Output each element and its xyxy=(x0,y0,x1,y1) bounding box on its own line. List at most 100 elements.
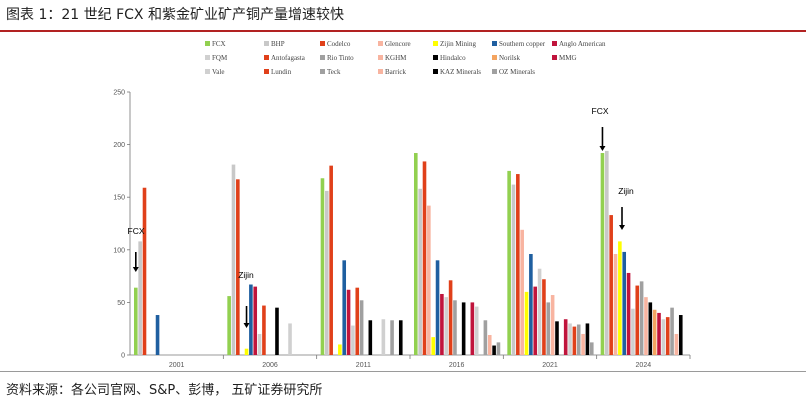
bar-lundin-2024 xyxy=(665,317,670,355)
bar-rio-tinto-2016 xyxy=(453,300,457,355)
bar-fqm-2011 xyxy=(351,325,355,355)
y-tick-label: 100 xyxy=(113,247,125,254)
legend-label-kaz-minerals: KAZ Minerals xyxy=(440,68,481,76)
annotation-zijin-2024-arrow-head xyxy=(619,225,625,230)
bar-teck-2024 xyxy=(670,307,674,355)
y-tick-label: 0 xyxy=(121,353,125,360)
bar-anglo-american-2024 xyxy=(626,272,631,355)
legend-label-mmg: MMG xyxy=(559,54,577,62)
bar-series xyxy=(134,150,683,355)
legend-label-fcx: FCX xyxy=(212,40,226,48)
legend-swatch-oz-minerals xyxy=(492,69,497,74)
legend-swatch-anglo-american xyxy=(552,41,557,46)
bar-mmg-2021 xyxy=(563,319,568,355)
legend-label-barrick: Barrick xyxy=(385,68,406,76)
bar-southern-copper-2024 xyxy=(622,251,627,355)
bar-fqm-2021 xyxy=(537,268,542,355)
legend-swatch-norilsk xyxy=(492,55,497,60)
legend-label-norilsk: Norilsk xyxy=(499,54,521,62)
legend-swatch-hindalco xyxy=(433,55,438,60)
legend-swatch-rio-tinto xyxy=(320,55,325,60)
bar-codelco-2024 xyxy=(609,215,613,355)
bar-fcx-2011 xyxy=(320,178,325,355)
bar-rio-tinto-2021 xyxy=(546,302,551,355)
footer-divider xyxy=(0,371,806,372)
legend-swatch-glencore xyxy=(378,41,383,46)
bar-hindalco-2021 xyxy=(555,321,559,355)
x-tick-label: 2021 xyxy=(542,362,558,369)
bar-codelco-2006 xyxy=(236,179,240,355)
chart-annotations: FCX Zijin FCX Zijin xyxy=(128,106,634,328)
legend-label-zijin-mining: Zijin Mining xyxy=(440,40,476,48)
chart-title: 图表 1：21 世纪 FCX 和紫金矿业矿产铜产量增速较快 xyxy=(6,7,344,23)
legend-label-codelco: Codelco xyxy=(327,40,351,48)
legend-swatch-fqm xyxy=(205,55,210,60)
bar-kghm-2024 xyxy=(644,297,648,355)
bar-anglo-american-2011 xyxy=(346,289,351,355)
bar-norilsk-2024 xyxy=(652,309,657,355)
bar-anglo-american-2021 xyxy=(533,286,538,355)
annotation-fcx-2024: FCX xyxy=(592,106,609,116)
bar-fcx-2006 xyxy=(227,296,231,355)
legend-label-antofagasta: Antofagasta xyxy=(271,54,306,62)
bar-southern-copper-2016 xyxy=(435,260,440,355)
bar-vale-2011 xyxy=(381,319,386,355)
legend-swatch-southern-copper xyxy=(492,41,497,46)
legend-label-oz-minerals: OZ Minerals xyxy=(499,68,535,76)
legend-swatch-barrick xyxy=(378,69,383,74)
bar-bhp-2011 xyxy=(325,190,329,355)
annotation-fcx-2001: FCX xyxy=(128,226,145,236)
bar-mmg-2024 xyxy=(657,312,661,355)
bar-oz-minerals-2021 xyxy=(589,342,594,355)
bar-zijin-mining-2024 xyxy=(618,241,622,355)
bar-antofagasta-2024 xyxy=(635,285,640,355)
bar-bhp-2001 xyxy=(138,241,142,355)
bar-hindalco-2024 xyxy=(648,302,653,355)
legend-label-teck: Teck xyxy=(327,68,341,76)
bar-rio-tinto-2011 xyxy=(359,300,364,355)
y-tick-label: 150 xyxy=(113,195,125,202)
bar-kaz-minerals-2011 xyxy=(398,320,403,355)
bar-barrick-2016 xyxy=(487,335,492,355)
bar-zijin-mining-2006 xyxy=(244,348,249,355)
x-axis: 2001 2006 2011 2016 2021 2024 xyxy=(130,354,691,369)
bar-fqm-2006 xyxy=(257,333,262,355)
source-note: 资料来源：各公司官网、S&P、彭博， 五矿证券研究所 xyxy=(6,383,323,398)
bar-hindalco-2011 xyxy=(368,320,373,355)
legend-label-glencore: Glencore xyxy=(385,40,411,48)
bar-barrick-2021 xyxy=(581,333,585,355)
bar-mmg-2016 xyxy=(470,302,475,355)
legend-swatch-vale xyxy=(205,69,210,74)
bar-codelco-2016 xyxy=(422,161,427,355)
bar-bhp-2016 xyxy=(418,188,422,355)
bar-zijin-mining-2016 xyxy=(431,337,435,355)
bar-oz-minerals-2016 xyxy=(496,342,501,355)
legend-swatch-mmg xyxy=(552,55,557,60)
bar-anglo-american-2006 xyxy=(253,286,258,355)
bar-fcx-2016 xyxy=(414,153,418,355)
bar-vale-2006 xyxy=(288,323,292,355)
legend-swatch-codelco xyxy=(320,41,325,46)
legend-swatch-teck xyxy=(320,69,325,74)
legend-swatch-kghm xyxy=(378,55,383,60)
bar-barrick-2024 xyxy=(674,333,679,355)
legend-label-rio-tinto: Rio Tinto xyxy=(327,54,354,62)
legend-label-kghm: KGHM xyxy=(385,54,407,62)
bar-glencore-2021 xyxy=(520,229,524,355)
x-tick-label: 2011 xyxy=(356,362,371,369)
legend-label-lundin: Lundin xyxy=(271,68,292,76)
bar-rio-tinto-2024 xyxy=(639,281,644,355)
bar-kaz-minerals-2021 xyxy=(585,323,590,355)
bar-antofagasta-2006 xyxy=(262,305,266,355)
legend-swatch-zijin-mining xyxy=(433,41,438,46)
bar-fqm-2016 xyxy=(444,297,449,355)
annotation-zijin-2024: Zijin xyxy=(618,186,634,196)
legend-swatch-bhp xyxy=(264,41,269,46)
annotation-zijin-2006: Zijin xyxy=(238,270,254,280)
bar-antofagasta-2016 xyxy=(448,280,453,355)
legend-label-bhp: BHP xyxy=(271,40,285,48)
bar-teck-2021 xyxy=(576,324,581,355)
x-tick-label: 2006 xyxy=(262,362,278,369)
y-tick-label: 250 xyxy=(113,90,125,97)
legend-label-hindalco: Hindalco xyxy=(440,54,466,62)
